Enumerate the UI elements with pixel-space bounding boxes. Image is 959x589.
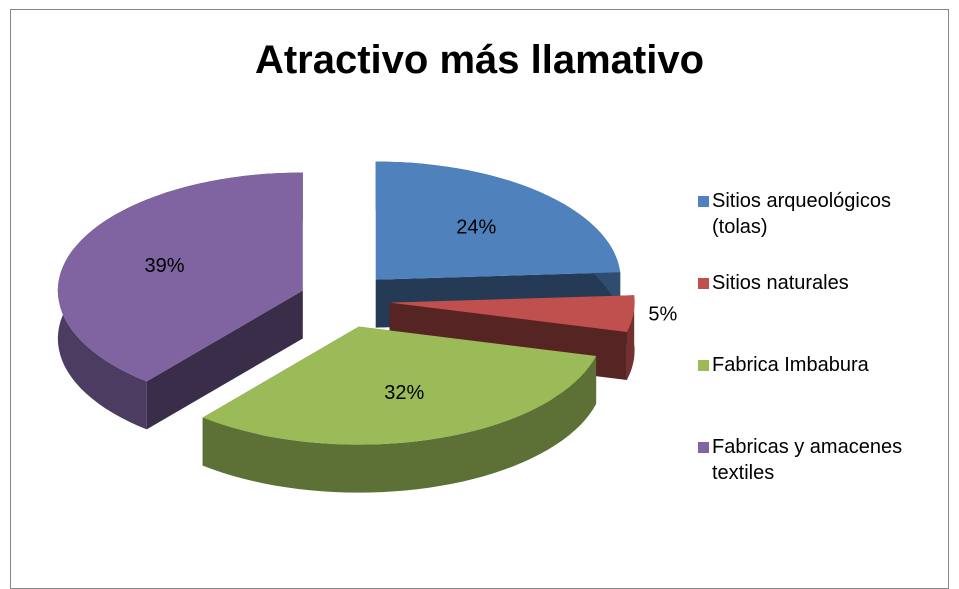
chart-title: Atractivo más llamativo <box>254 38 705 82</box>
legend-label: Fabrica Imbabura <box>712 354 869 376</box>
legend-label: Sitios arqueológicos (tolas) <box>712 190 891 238</box>
legend-item: Sitios naturales <box>698 270 940 352</box>
slice <box>202 326 597 445</box>
legend: Sitios arqueológicos (tolas) Sitios natur… <box>698 188 948 516</box>
legend-swatch <box>698 196 709 207</box>
legend-label: Sitios naturales <box>712 272 849 294</box>
legend-item: Fabrica Imbabura <box>698 352 940 434</box>
legend-swatch <box>698 360 709 371</box>
slice <box>389 295 635 332</box>
slice <box>202 326 597 493</box>
slice-side <box>626 295 635 380</box>
data-label: 24% <box>456 216 496 238</box>
legend-label: Fabricas y amacenes textiles <box>712 436 903 484</box>
legend-swatch <box>698 278 709 289</box>
data-label: 39% <box>145 255 185 277</box>
legend-item: Sitios arqueológicos (tolas) <box>698 188 940 270</box>
legend-swatch <box>698 442 709 453</box>
data-label: 32% <box>384 382 424 404</box>
slice-side <box>202 356 597 493</box>
legend-item: Fabricas y amacenes textiles <box>698 434 940 516</box>
slice <box>57 172 303 430</box>
data-label: 5% <box>648 303 677 325</box>
slice-edge <box>146 290 303 430</box>
slice <box>57 172 303 382</box>
slice <box>375 161 621 280</box>
